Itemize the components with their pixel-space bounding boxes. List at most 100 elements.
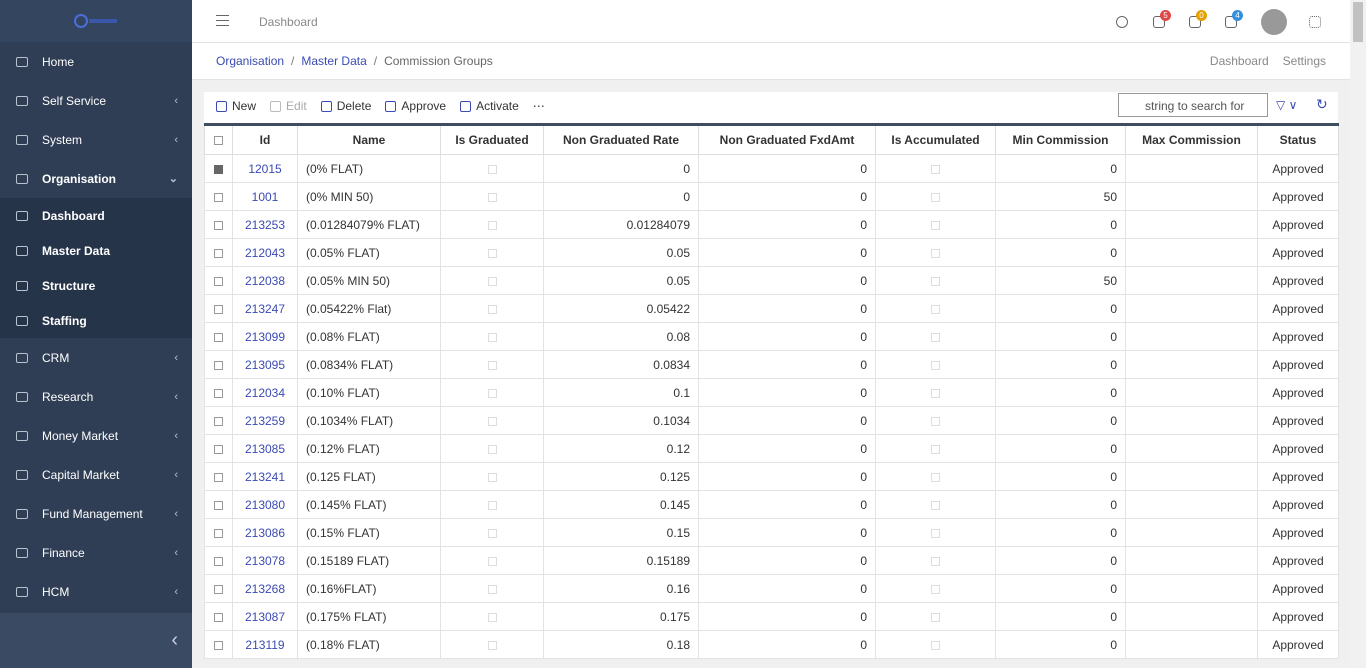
id-cell[interactable]: 213086 <box>232 518 298 547</box>
tasks[interactable] <box>1189 16 1201 28</box>
row-select[interactable] <box>204 322 233 351</box>
table-row[interactable]: 212043 (0.05% FLAT) 0.05 0 0 Approved <box>204 238 1339 267</box>
checkbox[interactable] <box>214 528 223 538</box>
table-row[interactable]: 213095 (0.0834% FLAT) 0.0834 0 0 Approved <box>204 350 1339 379</box>
id-cell[interactable]: 213259 <box>232 406 298 435</box>
checkbox[interactable] <box>214 248 223 258</box>
id-cell[interactable]: 213247 <box>232 294 298 323</box>
logo[interactable] <box>0 0 192 42</box>
checkbox[interactable] <box>214 612 223 622</box>
breadcrumb-item[interactable]: Master Data <box>301 54 367 68</box>
row-select[interactable] <box>204 434 233 463</box>
table-row[interactable]: 213268 (0.16%FLAT) 0.16 0 0 Approved <box>204 574 1339 603</box>
table-row[interactable]: 212038 (0.05% MIN 50) 0.05 0 50 Approved <box>204 266 1339 295</box>
checkbox[interactable] <box>214 472 223 482</box>
id-cell[interactable]: 12015 <box>232 154 298 183</box>
column-header[interactable]: Min Commission <box>995 124 1126 155</box>
column-header[interactable]: Status <box>1257 124 1339 155</box>
column-header[interactable]: Max Commission <box>1125 124 1258 155</box>
toolbar-button[interactable]: Delete <box>320 99 371 113</box>
checkbox[interactable] <box>214 584 223 594</box>
row-select[interactable] <box>204 210 233 239</box>
checkbox[interactable] <box>214 500 223 510</box>
checkbox[interactable] <box>214 164 223 174</box>
table-row[interactable]: 213099 (0.08% FLAT) 0.08 0 0 Approved <box>204 322 1339 351</box>
row-select[interactable] <box>204 602 233 631</box>
menu-item[interactable]: HCM ‹ <box>0 572 192 611</box>
submenu-item[interactable]: Master Data <box>0 233 192 268</box>
menu-item[interactable]: Self Service ‹ <box>0 81 192 120</box>
menu-item[interactable]: Organisation ⌄ <box>0 159 192 198</box>
column-header[interactable]: Is Graduated <box>440 124 544 155</box>
table-row[interactable]: 213241 (0.125 FLAT) 0.125 0 0 Approved <box>204 462 1339 491</box>
filter-button[interactable]: ▽ ∨ <box>1276 98 1298 112</box>
checkbox[interactable] <box>214 388 223 398</box>
id-cell[interactable]: 213268 <box>232 574 298 603</box>
row-select[interactable] <box>204 154 233 183</box>
id-cell[interactable]: 213099 <box>232 322 298 351</box>
checkbox[interactable] <box>214 556 223 566</box>
table-row[interactable]: 213259 (0.1034% FLAT) 0.1034 0 0 Approved <box>204 406 1339 435</box>
checkbox[interactable] <box>214 192 223 202</box>
search-box[interactable]: string to search for <box>1118 93 1268 117</box>
id-cell[interactable]: 1001 <box>232 182 298 211</box>
toolbar-button[interactable]: New <box>216 99 256 113</box>
checkbox[interactable] <box>214 640 223 650</box>
refresh-button[interactable]: ↻ <box>1316 96 1328 112</box>
row-select[interactable] <box>204 630 233 659</box>
column-header[interactable]: Is Accumulated <box>875 124 996 155</box>
toolbar-button[interactable]: Activate <box>460 99 519 113</box>
checkbox[interactable] <box>214 220 223 230</box>
submenu-item[interactable]: Structure <box>0 268 192 303</box>
id-cell[interactable]: 213095 <box>232 350 298 379</box>
submenu-item[interactable]: Dashboard <box>0 198 192 233</box>
menu-item[interactable]: System ‹ <box>0 120 192 159</box>
checkbox[interactable] <box>214 304 223 314</box>
column-header[interactable]: Non Graduated FxdAmt <box>698 124 876 155</box>
theme-toggle[interactable] <box>1116 16 1128 28</box>
row-select[interactable] <box>204 238 233 267</box>
row-select[interactable] <box>204 266 233 295</box>
column-header[interactable]: Non Graduated Rate <box>543 124 699 155</box>
column-header[interactable]: Name <box>297 124 441 155</box>
row-select[interactable] <box>204 294 233 323</box>
more-button[interactable]: ⋯ <box>532 99 545 113</box>
checkbox[interactable] <box>214 360 223 370</box>
table-row[interactable]: 213253 (0.01284079% FLAT) 0.01284079 0 0 Appr… <box>204 210 1339 239</box>
notifications[interactable] <box>1153 16 1165 28</box>
table-row[interactable]: 212034 (0.10% FLAT) 0.1 0 0 Approved <box>204 378 1339 407</box>
row-select[interactable] <box>204 406 233 435</box>
id-cell[interactable]: 212043 <box>232 238 298 267</box>
menu-item[interactable]: Home <box>0 42 192 81</box>
table-row[interactable]: 213247 (0.05422% Flat) 0.05422 0 0 Approved <box>204 294 1339 323</box>
id-cell[interactable]: 213253 <box>232 210 298 239</box>
menu-item[interactable]: CRM ‹ <box>0 338 192 377</box>
scrollbar[interactable] <box>1350 0 1366 668</box>
checkbox[interactable] <box>214 444 223 454</box>
checkbox[interactable] <box>214 276 223 286</box>
checkbox[interactable] <box>214 332 223 342</box>
avatar[interactable] <box>1261 9 1287 35</box>
row-select[interactable] <box>204 350 233 379</box>
collapse-button[interactable]: ‹ <box>0 613 192 668</box>
table-row[interactable]: 213119 (0.18% FLAT) 0.18 0 0 Approved <box>204 630 1339 659</box>
breadcrumb-item[interactable]: Organisation <box>216 54 285 68</box>
id-cell[interactable]: 213087 <box>232 602 298 631</box>
submenu-item[interactable]: Staffing <box>0 303 192 338</box>
hamburger[interactable] <box>216 15 229 26</box>
id-cell[interactable]: 213085 <box>232 434 298 463</box>
page-link[interactable]: Settings <box>1282 54 1326 68</box>
messages[interactable] <box>1225 16 1237 28</box>
row-select[interactable] <box>204 546 233 575</box>
row-select[interactable] <box>204 182 233 211</box>
table-row[interactable]: 213086 (0.15% FLAT) 0.15 0 0 Approved <box>204 518 1339 547</box>
toolbar-button[interactable]: Approve <box>385 99 446 113</box>
id-cell[interactable]: 213241 <box>232 462 298 491</box>
id-cell[interactable]: 213119 <box>232 630 298 659</box>
id-cell[interactable]: 212038 <box>232 266 298 295</box>
menu-item[interactable]: Finance ‹ <box>0 533 192 572</box>
id-cell[interactable]: 213080 <box>232 490 298 519</box>
row-select[interactable] <box>204 490 233 519</box>
column-header[interactable]: Id <box>232 124 298 155</box>
table-row[interactable]: 213087 (0.175% FLAT) 0.175 0 0 Approved <box>204 602 1339 631</box>
